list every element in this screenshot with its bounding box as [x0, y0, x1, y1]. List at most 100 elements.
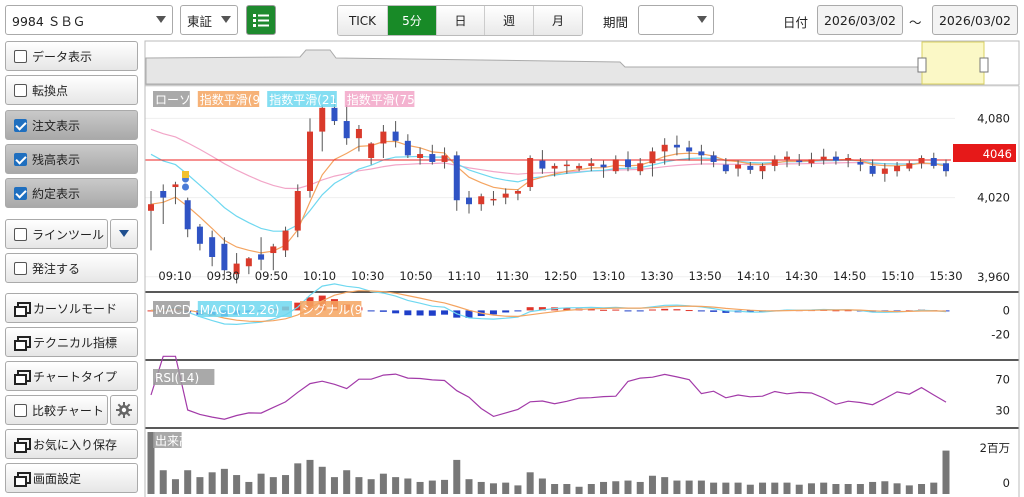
- range-label: 期間: [603, 15, 629, 30]
- screen-settings-label: 画面設定: [33, 471, 82, 486]
- macd-hist-bar: [746, 310, 754, 313]
- period-tab-month[interactable]: 月: [534, 6, 582, 35]
- macd-pane[interactable]: 0 -20 MACD MACD(12,26) シグナル(9): [147, 283, 1011, 342]
- macd-hist-bar: [416, 310, 424, 316]
- compare-settings-button[interactable]: [110, 395, 138, 425]
- line-tool-dropdown[interactable]: [110, 219, 138, 249]
- toggle-data-display[interactable]: データ表示: [5, 41, 138, 71]
- candle-body: [576, 165, 583, 169]
- cursor-mode-label: カーソルモード: [33, 301, 118, 316]
- x-tick-label: 13:10: [592, 269, 625, 283]
- y-tick-label: 70: [995, 373, 1010, 387]
- volume-bar: [196, 477, 204, 494]
- volume-bar: [441, 479, 449, 494]
- macd-hist-bar: [538, 307, 546, 311]
- volume-bar: [257, 473, 265, 494]
- macd-hist-bar: [844, 310, 852, 312]
- candle-body: [600, 164, 607, 168]
- current-price-value: 4046: [983, 147, 1012, 161]
- checkbox-checked-icon: [14, 152, 27, 166]
- checkbox-icon: [14, 83, 27, 97]
- technical-indicators-button[interactable]: テクニカル指標: [5, 327, 138, 357]
- date-separator: ～: [909, 15, 922, 30]
- rsi-pane[interactable]: 70 30 RSI(14): [150, 355, 1010, 420]
- candle-body: [184, 200, 191, 230]
- volume-bar: [355, 477, 363, 494]
- legend-tag: [153, 301, 190, 317]
- price-pane[interactable]: 4046 4,080 4,020 3,960 09:10 09:30 09:50 10:1…: [145, 85, 1019, 284]
- volume-bar: [930, 482, 938, 494]
- date-label: 日付: [783, 15, 809, 30]
- legend-label: シグナル(9): [302, 303, 367, 317]
- volume-bar: [171, 479, 179, 494]
- volume-bar: [343, 470, 351, 494]
- favorites-save-button[interactable]: お気に入り保存: [5, 429, 138, 459]
- candle-body: [172, 184, 179, 188]
- macd-hist-bar: [392, 310, 400, 314]
- window-icon: [14, 302, 31, 317]
- volume-bars: [147, 432, 950, 494]
- volume-bar: [746, 484, 754, 494]
- list-button[interactable]: [246, 5, 276, 35]
- volume-bar: [648, 475, 656, 494]
- x-tick-label: 10:10: [303, 269, 336, 283]
- screen-settings-button[interactable]: 画面設定: [5, 463, 138, 493]
- chevron-down-icon: [221, 16, 231, 23]
- x-tick-label: 10:50: [399, 269, 432, 283]
- period-tab-day[interactable]: 日: [437, 6, 485, 35]
- volume-bar: [612, 481, 620, 494]
- period-selector: TICK 5分 日 週 月: [337, 5, 583, 36]
- navigator-panel[interactable]: [144, 40, 1020, 86]
- candle-body: [258, 254, 265, 260]
- macd-hist-bar: [636, 310, 644, 312]
- period-tab-5min[interactable]: 5分: [388, 6, 437, 35]
- date-from-field[interactable]: 2026/03/02: [817, 5, 903, 35]
- line-tool-button[interactable]: ラインツール: [5, 219, 108, 249]
- volume-bar: [379, 473, 387, 494]
- toggle-execution-display[interactable]: 約定表示: [5, 178, 138, 208]
- legend-label: 指数平滑(75): [347, 92, 420, 107]
- macd-hist-bar: [722, 310, 730, 313]
- market-select[interactable]: 東証: [180, 5, 238, 35]
- candle-body: [478, 196, 485, 205]
- volume-bar: [147, 432, 155, 494]
- window-icon: [14, 472, 31, 487]
- toggle-turning-point[interactable]: 転換点: [5, 75, 138, 105]
- macd-hist-bar: [367, 310, 375, 312]
- candle-body: [612, 159, 619, 172]
- checkbox-checked-icon: [14, 186, 27, 200]
- toggle-order-display[interactable]: 注文表示: [5, 110, 138, 140]
- legend-label: 指数平滑(21): [269, 92, 342, 107]
- date-to-field[interactable]: 2026/03/02: [932, 5, 1018, 35]
- order-button[interactable]: 発注する: [5, 253, 138, 283]
- signal-line: [150, 290, 947, 323]
- toggle-balance-display[interactable]: 残高表示: [5, 144, 138, 174]
- legend-tag: [153, 369, 215, 385]
- window-icon: [14, 438, 31, 453]
- compare-chart-button[interactable]: 比較チャート: [5, 395, 108, 425]
- macd-hist-bar: [832, 310, 840, 312]
- ema75-line: [150, 128, 947, 190]
- volume-bar: [306, 459, 314, 494]
- candle-body: [625, 159, 631, 168]
- cursor-mode-button[interactable]: カーソルモード: [5, 293, 138, 323]
- macd-hist-bar: [404, 310, 412, 316]
- y-tick-label: 3,960: [977, 270, 1010, 284]
- range-select[interactable]: [638, 5, 714, 35]
- candle-body: [673, 144, 680, 148]
- legend-tag: [197, 301, 292, 317]
- candle-body: [771, 159, 778, 166]
- rsi-path: [150, 355, 947, 420]
- candle-body: [710, 155, 717, 162]
- volume-bar: [489, 483, 497, 494]
- volume-pane[interactable]: 2百万 0 出来高: [147, 432, 1011, 494]
- chart-type-button[interactable]: チャートタイプ: [5, 361, 138, 391]
- candle-body: [784, 156, 790, 160]
- period-tab-tick[interactable]: TICK: [338, 6, 388, 35]
- symbol-select[interactable]: 9984 ＳＢＧ: [5, 5, 173, 35]
- candle-body: [514, 191, 521, 194]
- period-tab-week[interactable]: 週: [485, 6, 534, 35]
- candle-body: [563, 164, 570, 167]
- macd-hist-bar: [147, 310, 155, 312]
